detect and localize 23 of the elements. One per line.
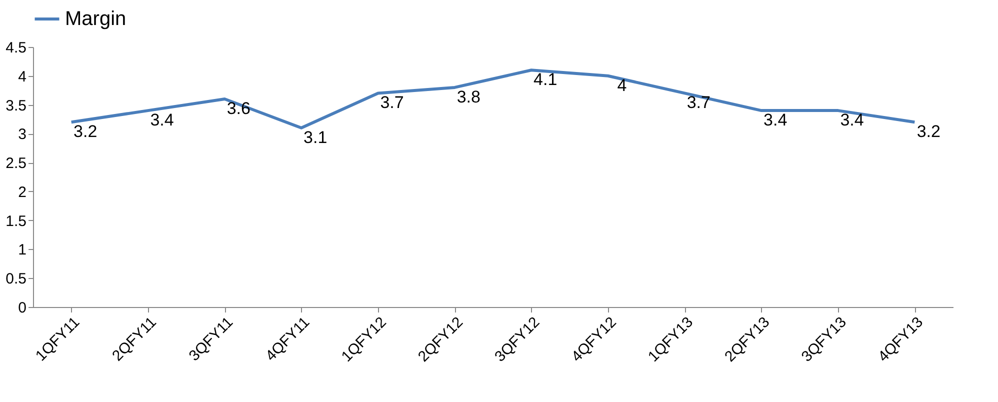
- data-label: 3.8: [456, 87, 480, 106]
- y-tick-label: 1.5: [6, 212, 26, 230]
- data-label: 3.2: [74, 122, 98, 142]
- y-tick-label: 2: [18, 184, 26, 201]
- y-tick-label: 2.5: [6, 155, 26, 172]
- y-tick-label: 0.5: [6, 270, 26, 288]
- y-tick-label: 4.5: [6, 40, 26, 56]
- data-label: 4.1: [534, 70, 558, 90]
- y-tick-label: 3.5: [6, 97, 26, 114]
- data-label: 3.2: [916, 122, 940, 142]
- data-label: 4: [617, 76, 627, 95]
- data-label: 3.4: [150, 110, 174, 130]
- data-label: 3.6: [226, 99, 250, 118]
- y-tick-label: 4: [18, 68, 26, 86]
- data-label: 3.4: [840, 110, 864, 130]
- data-label: 3.7: [380, 93, 404, 112]
- data-label: 3.1: [304, 128, 328, 147]
- y-tick-label: 3: [18, 126, 26, 144]
- data-label: 3.4: [764, 110, 788, 130]
- data-label: 3.7: [686, 93, 710, 112]
- y-tick-label: 1: [18, 242, 26, 259]
- legend-label: Margin: [65, 8, 126, 30]
- y-tick-label: 0: [18, 300, 26, 316]
